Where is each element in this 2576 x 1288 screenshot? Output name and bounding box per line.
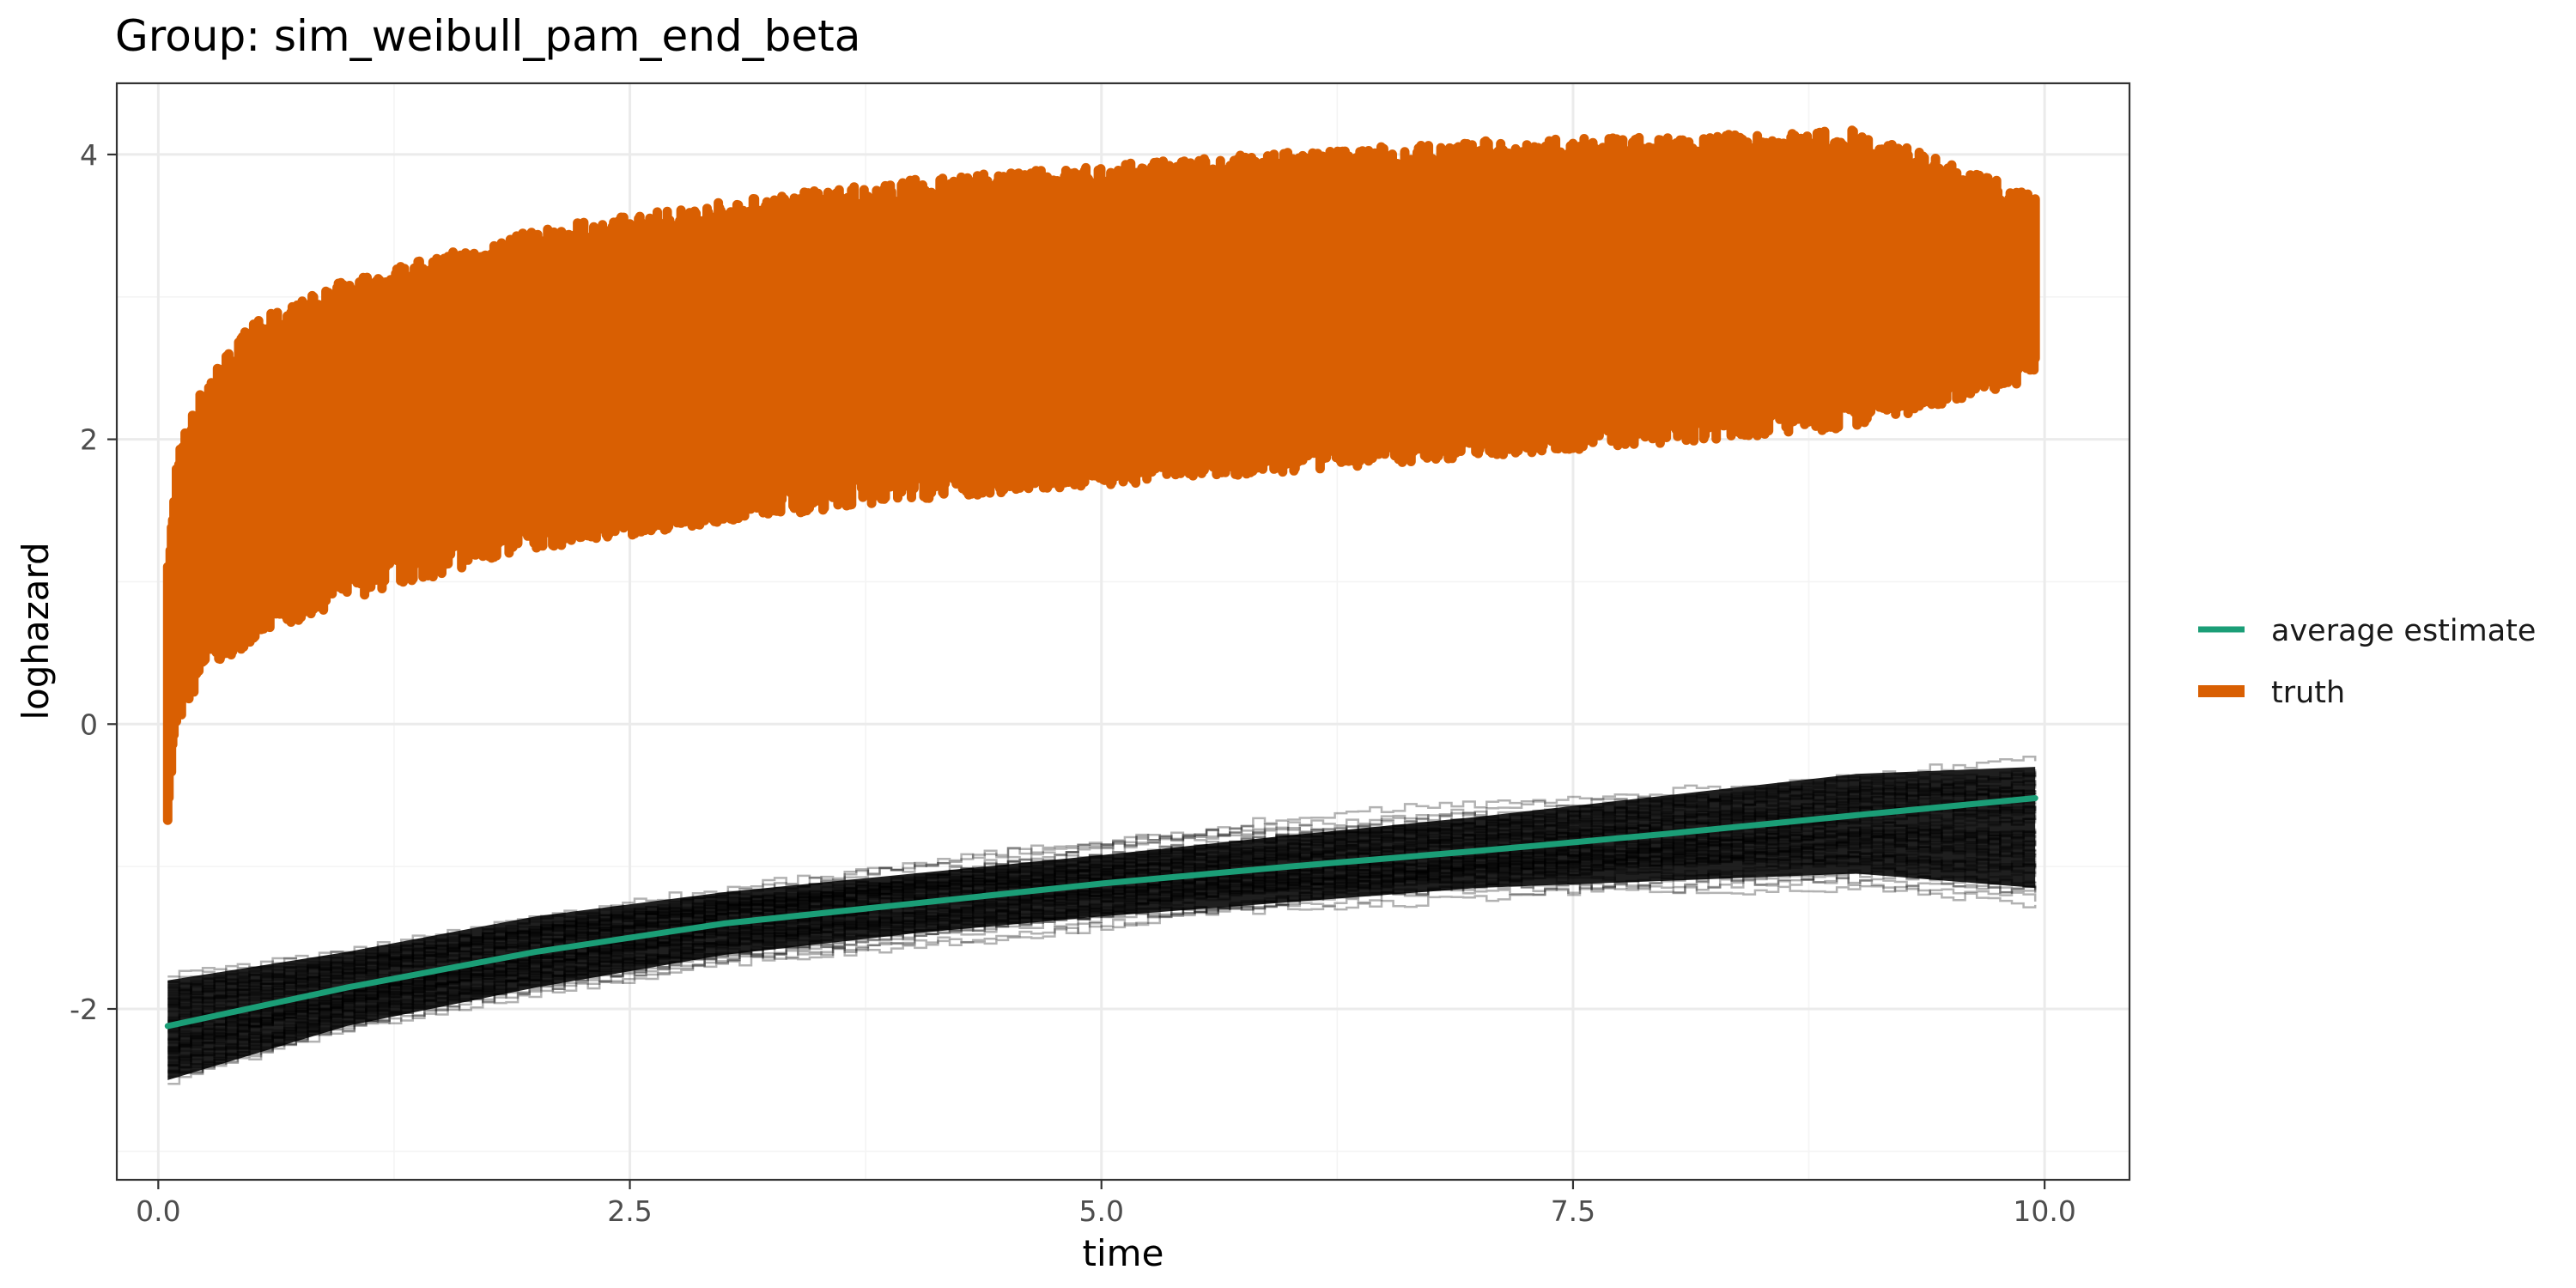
estimate-line	[167, 850, 2037, 1050]
y-tick-label: 2	[80, 423, 98, 457]
chart-title: Group: sim_weibull_pam_end_beta	[115, 11, 860, 61]
estimate-line	[167, 865, 2037, 1074]
x-tick-label: 5.0	[1078, 1194, 1123, 1228]
estimate-line	[167, 841, 2037, 1066]
plot-panel-border	[115, 82, 2131, 1182]
estimate-line	[167, 839, 2037, 1044]
estimate-line	[167, 780, 2037, 1020]
estimate-line	[167, 798, 2037, 1009]
legend: average estimate truth	[2198, 614, 2536, 710]
estimate-line	[167, 779, 2037, 1010]
estimate-line	[167, 799, 2037, 1005]
estimate-line	[167, 825, 2037, 1032]
estimate-line	[167, 769, 2037, 994]
estimate-line	[167, 849, 2037, 1067]
estimate-line	[167, 850, 2037, 1055]
y-tick-label: 0	[80, 708, 98, 741]
legend-label-average-estimate: average estimate	[2271, 614, 2536, 648]
estimate-line	[167, 854, 2037, 1073]
legend-label-truth: truth	[2271, 676, 2345, 710]
estimate-line	[167, 771, 2037, 983]
estimate-line	[167, 795, 2037, 992]
estimate-line	[167, 878, 2037, 1074]
estimate-line	[167, 756, 2037, 997]
estimate-line	[167, 788, 2037, 978]
estimate-line	[167, 852, 2037, 1059]
estimate-line	[167, 832, 2037, 1022]
estimate-line	[167, 773, 2037, 985]
estimate-line	[167, 830, 2037, 1050]
x-tick-label: 0.0	[136, 1194, 180, 1228]
estimate-line	[167, 874, 2037, 1085]
estimate-line	[167, 869, 2037, 1069]
estimate-line	[167, 787, 2037, 992]
estimate-line	[167, 858, 2037, 1064]
estimate-line	[167, 806, 2037, 1023]
x-tick-label: 2.5	[607, 1194, 652, 1228]
estimate-line	[167, 838, 2037, 1052]
y-axis-label: loghazard	[15, 542, 57, 720]
estimate-line	[167, 830, 2037, 1034]
estimate-line	[167, 808, 2037, 1004]
estimate-line	[167, 866, 2037, 1072]
estimate-line	[167, 786, 2037, 1001]
x-tick-label: 10.0	[2013, 1194, 2075, 1228]
estimate-line	[167, 779, 2037, 994]
estimate-line	[167, 841, 2037, 1030]
estimate-line	[167, 855, 2037, 1062]
average-estimate-line	[164, 795, 2038, 1030]
estimate-line	[167, 830, 2037, 1048]
estimate-line	[167, 834, 2037, 1051]
estimate-line	[167, 841, 2037, 1054]
truth-series	[162, 125, 2040, 825]
estimate-line	[167, 854, 2037, 1060]
y-tick-label: 4	[80, 138, 98, 172]
estimate-line	[167, 829, 2037, 1066]
estimate-line	[167, 849, 2037, 1078]
y-axis: -2 0 2 4	[70, 138, 117, 1026]
estimate-line	[167, 791, 2037, 999]
estimate-line	[167, 781, 2037, 1006]
x-axis-label: time	[1083, 1232, 1164, 1274]
x-tick-label: 7.5	[1551, 1194, 1595, 1228]
estimate-line	[167, 805, 2037, 1008]
estimate-line	[167, 769, 2037, 988]
average-estimate-series	[164, 795, 2038, 1030]
estimate-line	[167, 791, 2037, 1000]
estimate-line	[167, 830, 2037, 1054]
y-tick-label: -2	[70, 993, 98, 1026]
estimate-line	[167, 827, 2037, 1041]
x-axis: 0.0 2.5 5.0 7.5 10.0	[136, 1180, 2076, 1228]
estimate-line	[167, 824, 2037, 1041]
estimate-line	[167, 803, 2037, 1013]
estimate-line	[167, 788, 2037, 1009]
estimate-line	[167, 820, 2037, 1042]
truth-band	[162, 125, 2040, 825]
